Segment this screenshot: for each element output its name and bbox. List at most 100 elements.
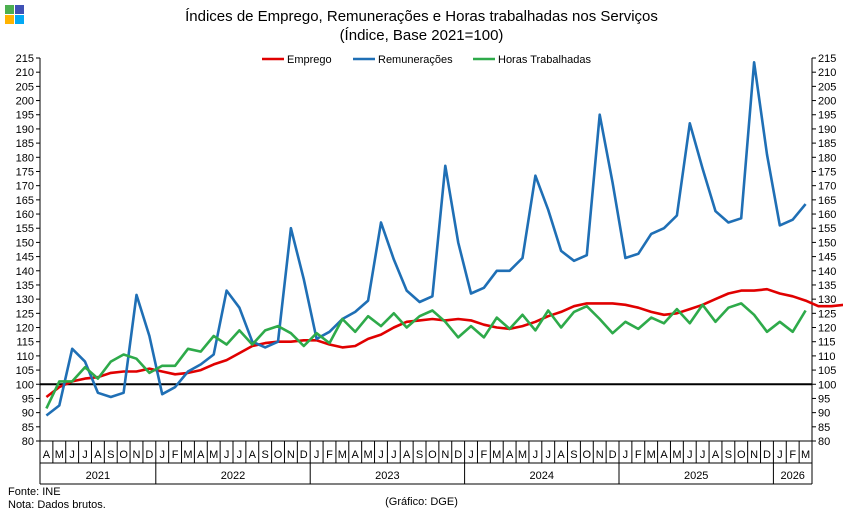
x-month-label: N <box>750 449 758 461</box>
series-line-emprego <box>45 287 843 399</box>
x-year-label: 2026 <box>780 470 804 482</box>
y-tick-label-right: 100 <box>818 379 836 391</box>
y-tick-label-right: 210 <box>818 67 836 79</box>
x-year-label: 2021 <box>86 470 110 482</box>
x-year-label: 2022 <box>221 470 245 482</box>
y-tick-label-right: 150 <box>818 237 836 249</box>
x-year-label: 2025 <box>684 470 708 482</box>
y-tick-label-left: 145 <box>16 252 34 264</box>
x-month-label: J <box>378 449 384 461</box>
y-tick-label-right: 115 <box>818 337 836 349</box>
x-month-label: M <box>801 449 810 461</box>
x-month-label: M <box>364 449 373 461</box>
y-tick-label-left: 125 <box>16 308 34 320</box>
y-tick-label-left: 105 <box>16 365 34 377</box>
x-month-label: J <box>700 449 706 461</box>
y-tick-label-right: 110 <box>818 351 836 363</box>
logo <box>5 5 25 25</box>
y-tick-label-left: 120 <box>16 323 34 335</box>
x-month-label: F <box>172 449 179 461</box>
x-month-label: D <box>145 449 153 461</box>
x-month-label: S <box>107 449 114 461</box>
y-tick-label-left: 195 <box>16 110 34 122</box>
y-tick-label-left: 150 <box>16 237 34 249</box>
series-line-horas-trabalhadas <box>45 302 807 409</box>
x-month-label: D <box>609 449 617 461</box>
chart-subtitle: (Índice, Base 2021=100) <box>339 27 504 44</box>
x-month-label: J <box>533 449 539 461</box>
y-tick-label-left: 95 <box>22 393 34 405</box>
y-tick-label-right: 190 <box>818 124 836 136</box>
y-tick-label-left: 135 <box>16 280 34 292</box>
legend-label: Remunerações <box>378 54 453 66</box>
y-tick-label-left: 140 <box>16 266 34 278</box>
y-tick-label-right: 185 <box>818 138 836 150</box>
x-month-label: J <box>237 449 243 461</box>
x-month-label: N <box>441 449 449 461</box>
y-tick-label-right: 200 <box>818 96 836 108</box>
x-month-label: A <box>712 449 720 461</box>
x-month-label: N <box>133 449 141 461</box>
x-month-label: F <box>326 449 333 461</box>
x-month-label: A <box>506 449 514 461</box>
y-tick-label-right: 180 <box>818 152 836 164</box>
y-tick-label-right: 170 <box>818 181 836 193</box>
y-tick-label-left: 90 <box>22 408 34 420</box>
y-tick-label-right: 85 <box>818 422 830 434</box>
y-tick-label-left: 110 <box>16 351 34 363</box>
y-tick-label-left: 180 <box>16 152 34 164</box>
x-month-label: A <box>660 449 668 461</box>
x-month-label: J <box>468 449 474 461</box>
y-tick-label-right: 120 <box>818 323 836 335</box>
x-month-label: J <box>623 449 629 461</box>
x-year-label: 2024 <box>530 470 554 482</box>
x-month-label: M <box>672 449 681 461</box>
y-tick-label-right: 95 <box>818 393 830 405</box>
y-tick-label-left: 85 <box>22 422 34 434</box>
x-month-label: S <box>725 449 732 461</box>
y-tick-label-right: 155 <box>818 223 836 235</box>
x-month-label: O <box>119 449 128 461</box>
y-tick-label-right: 135 <box>818 280 836 292</box>
y-tick-label-left: 205 <box>16 81 34 93</box>
x-month-label: J <box>545 449 551 461</box>
x-month-label: F <box>635 449 642 461</box>
y-tick-label-right: 205 <box>818 81 836 93</box>
x-month-label: J <box>314 449 320 461</box>
y-tick-label-right: 140 <box>818 266 836 278</box>
y-tick-label-right: 145 <box>818 252 836 264</box>
x-month-label: A <box>249 449 257 461</box>
legend-label: Emprego <box>287 54 332 66</box>
x-month-label: M <box>492 449 501 461</box>
y-tick-label-right: 160 <box>818 209 836 221</box>
logo-square-lightblue <box>15 15 24 24</box>
y-tick-label-left: 175 <box>16 166 34 178</box>
x-month-label: M <box>183 449 192 461</box>
x-month-label: D <box>300 449 308 461</box>
y-tick-label-right: 195 <box>818 110 836 122</box>
y-tick-label-right: 130 <box>818 294 836 306</box>
y-tick-label-left: 165 <box>16 195 34 207</box>
y-tick-label-right: 165 <box>818 195 836 207</box>
x-month-label: O <box>428 449 437 461</box>
x-month-label: J <box>391 449 397 461</box>
x-month-label: O <box>737 449 746 461</box>
y-tick-label-right: 175 <box>818 166 836 178</box>
x-month-label: O <box>583 449 592 461</box>
x-month-label: A <box>557 449 565 461</box>
y-tick-label-right: 90 <box>818 408 830 420</box>
logo-square-green <box>5 5 14 14</box>
x-month-label: S <box>570 449 577 461</box>
x-month-label: J <box>224 449 230 461</box>
y-tick-label-left: 115 <box>16 337 34 349</box>
x-month-label: J <box>82 449 88 461</box>
series-line-remuneracoes <box>45 60 807 417</box>
y-tick-label-left: 100 <box>16 379 34 391</box>
y-tick-label-left: 155 <box>16 223 34 235</box>
y-tick-label-right: 215 <box>818 53 836 65</box>
x-month-label: M <box>338 449 347 461</box>
y-tick-label-right: 125 <box>818 308 836 320</box>
chart-credit: (Gráfico: DGE) <box>385 496 458 508</box>
x-month-label: A <box>352 449 360 461</box>
